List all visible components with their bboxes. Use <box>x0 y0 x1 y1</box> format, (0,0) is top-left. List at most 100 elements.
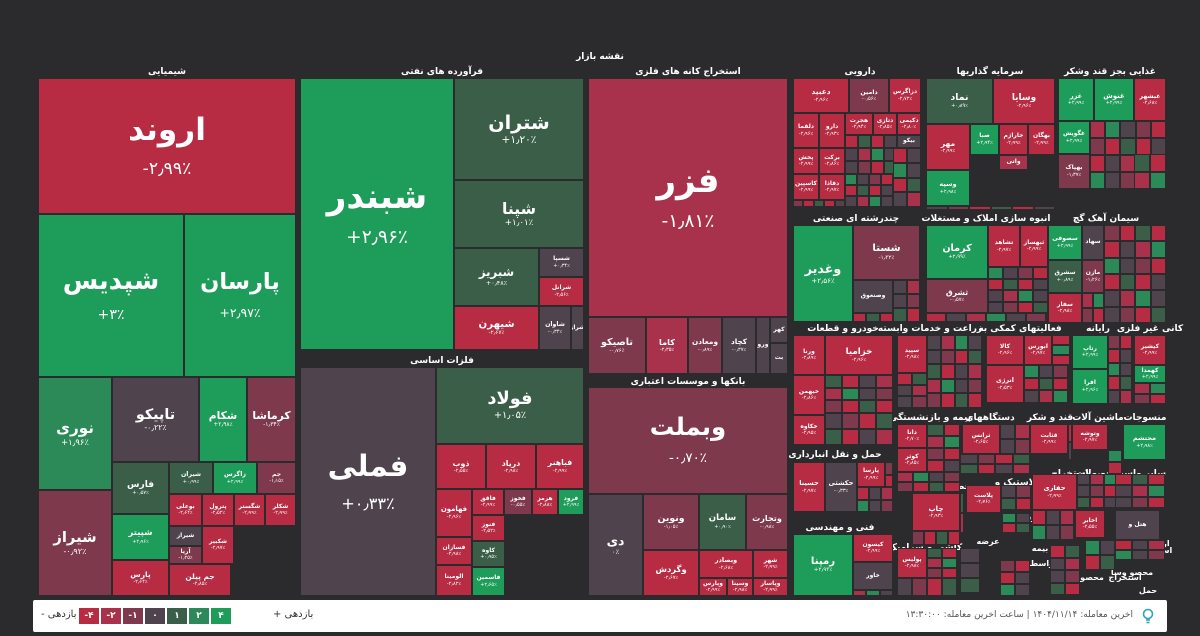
minor-stock-tile[interactable] <box>845 196 857 207</box>
minor-stock-tile[interactable] <box>912 531 924 545</box>
minor-stock-tile[interactable] <box>968 335 982 350</box>
minor-stock-tile[interactable] <box>1093 293 1104 308</box>
minor-stock-tile[interactable] <box>977 464 995 474</box>
stock-tile[interactable]: افرا +۲٫۹۶٪ <box>1072 369 1108 404</box>
stock-tile[interactable]: بهپاک -۱٫۳۷٪ <box>1058 154 1090 189</box>
stock-tile[interactable]: وصنعوق <box>853 280 893 313</box>
minor-stock-tile[interactable] <box>1131 474 1149 486</box>
minor-stock-tile[interactable] <box>1018 290 1033 302</box>
minor-stock-tile[interactable] <box>845 135 858 148</box>
minor-stock-tile[interactable] <box>1100 555 1115 570</box>
minor-stock-tile[interactable] <box>1003 267 1018 279</box>
minor-stock-tile[interactable] <box>859 375 876 388</box>
minor-stock-tile[interactable] <box>1108 362 1120 377</box>
minor-stock-tile[interactable] <box>1065 557 1080 570</box>
minor-stock-tile[interactable] <box>1119 257 1135 274</box>
minor-stock-tile[interactable] <box>881 487 893 500</box>
minor-stock-tile[interactable] <box>1150 138 1166 155</box>
minor-stock-tile[interactable] <box>927 378 941 394</box>
minor-stock-tile[interactable] <box>912 472 929 482</box>
stock-tile[interactable]: دعبید -۲٫۹۶٪ <box>793 78 849 113</box>
minor-stock-tile[interactable] <box>927 548 942 558</box>
minor-stock-tile[interactable] <box>1120 121 1136 138</box>
minor-stock-tile[interactable] <box>845 185 857 196</box>
minor-stock-tile[interactable] <box>960 493 964 513</box>
minor-stock-tile[interactable] <box>926 206 948 210</box>
minor-stock-tile[interactable] <box>1148 474 1165 486</box>
minor-stock-tile[interactable] <box>942 568 957 578</box>
minor-stock-tile[interactable] <box>927 558 942 568</box>
minor-stock-tile[interactable] <box>842 375 859 388</box>
minor-stock-tile[interactable] <box>1119 290 1135 307</box>
stock-tile[interactable]: وغدیر +۲٫۵۶٪ <box>793 225 853 322</box>
minor-stock-tile[interactable] <box>940 364 955 379</box>
minor-stock-tile[interactable] <box>1131 540 1149 550</box>
minor-stock-tile[interactable] <box>1053 377 1068 391</box>
minor-stock-tile[interactable] <box>825 429 842 445</box>
minor-stock-tile[interactable] <box>943 424 960 436</box>
stock-tile[interactable]: فرود +۲٫۹۹٪ <box>558 489 584 515</box>
stock-tile[interactable]: دزاگرس -۲٫۷۲٪ <box>889 78 921 113</box>
minor-stock-tile[interactable] <box>1108 348 1120 363</box>
minor-stock-tile[interactable] <box>1090 138 1106 155</box>
stock-tile[interactable]: هجرت -۲٫۹۴٪ <box>845 113 873 135</box>
minor-stock-tile[interactable] <box>876 387 893 401</box>
stock-tile[interactable]: کاوه +۰٫۹۵٪ <box>472 541 505 567</box>
minor-stock-tile[interactable] <box>834 200 845 207</box>
minor-stock-tile[interactable] <box>881 185 893 196</box>
minor-stock-tile[interactable] <box>943 448 960 460</box>
minor-stock-tile[interactable] <box>928 472 945 482</box>
minor-stock-tile[interactable] <box>1150 290 1166 307</box>
minor-stock-tile[interactable] <box>1024 390 1039 403</box>
stock-tile[interactable]: کرماشا -۱٫۳۴٪ <box>247 377 296 462</box>
stock-tile[interactable]: شهر -۲٫۹۹٪ <box>753 550 788 578</box>
stock-tile[interactable]: شپدیس +۳٪ <box>38 214 184 377</box>
minor-stock-tile[interactable] <box>1015 424 1030 439</box>
minor-stock-tile[interactable] <box>988 267 1003 279</box>
minor-stock-tile[interactable] <box>954 335 969 350</box>
stock-tile[interactable]: پارسان +۲٫۹۷٪ <box>184 214 296 377</box>
minor-stock-tile[interactable] <box>927 424 944 436</box>
minor-stock-tile[interactable] <box>966 313 986 322</box>
stock-tile[interactable]: ومعادن -۰٫۸۹٪ <box>688 317 722 374</box>
minor-stock-tile[interactable] <box>859 429 876 445</box>
stock-tile[interactable]: وبصادر -۲٫۶۸٪ <box>699 550 753 578</box>
minor-stock-tile[interactable] <box>869 196 881 207</box>
minor-stock-tile[interactable] <box>1148 550 1165 560</box>
minor-stock-tile[interactable] <box>803 200 814 207</box>
stock-tile[interactable]: دارو -۲٫۹۳٪ <box>819 113 845 148</box>
minor-stock-tile[interactable] <box>1120 138 1136 155</box>
minor-stock-tile[interactable] <box>928 482 945 492</box>
stock-tile[interactable]: ذوب -۲٫۵۵٪ <box>436 444 486 489</box>
minor-stock-tile[interactable] <box>1085 540 1100 555</box>
minor-stock-tile[interactable] <box>869 174 881 185</box>
minor-stock-tile[interactable] <box>1134 393 1150 404</box>
stock-tile[interactable]: فاسمین +۲٫۶۵٪ <box>472 567 505 596</box>
stock-tile[interactable]: بوعلی -۲٫۶۴٪ <box>169 494 202 526</box>
minor-stock-tile[interactable] <box>845 174 857 185</box>
stock-tile[interactable]: وپاسار -۲٫۹۹٪ <box>753 578 788 596</box>
stock-tile[interactable]: خاراژم -۲٫۹۹٪ <box>999 124 1028 155</box>
minor-stock-tile[interactable] <box>1150 306 1166 323</box>
stock-tile[interactable]: دی ۰٪ <box>588 494 643 596</box>
minor-stock-tile[interactable] <box>1018 267 1033 279</box>
minor-stock-tile[interactable] <box>943 436 960 448</box>
minor-stock-tile[interactable] <box>1119 306 1135 323</box>
stock-tile[interactable]: فنوز -۲٫۵۲٪ <box>472 515 505 541</box>
stock-tile[interactable]: فملی +۰٫۳۳٪ <box>300 367 436 596</box>
stock-tile[interactable]: پخش -۲٫۹۹٪ <box>793 148 819 174</box>
stock-tile[interactable]: دامین -۰٫۵۶٪ <box>849 78 889 113</box>
minor-stock-tile[interactable] <box>1012 206 1034 210</box>
minor-stock-tile[interactable] <box>1104 225 1120 242</box>
minor-stock-tile[interactable] <box>912 373 927 385</box>
stock-tile[interactable]: اروند -۲٫۹۹٪ <box>38 78 296 214</box>
minor-stock-tile[interactable] <box>912 396 927 408</box>
stock-tile[interactable]: غزر +۲٫۹۹٪ <box>1058 78 1094 121</box>
stock-tile[interactable]: دلقما -۲٫۹۶٪ <box>793 113 819 148</box>
stock-tile[interactable]: محتشم +۲٫۹۸٪ <box>1123 424 1166 460</box>
minor-stock-tile[interactable] <box>813 200 825 207</box>
minor-stock-tile[interactable] <box>879 313 893 322</box>
stock-tile[interactable]: پارسا -۲٫۹۹٪ <box>857 462 885 487</box>
stock-tile[interactable]: شرانل -۲٫۵۶٪ <box>539 277 584 306</box>
minor-stock-tile[interactable] <box>1108 335 1120 349</box>
